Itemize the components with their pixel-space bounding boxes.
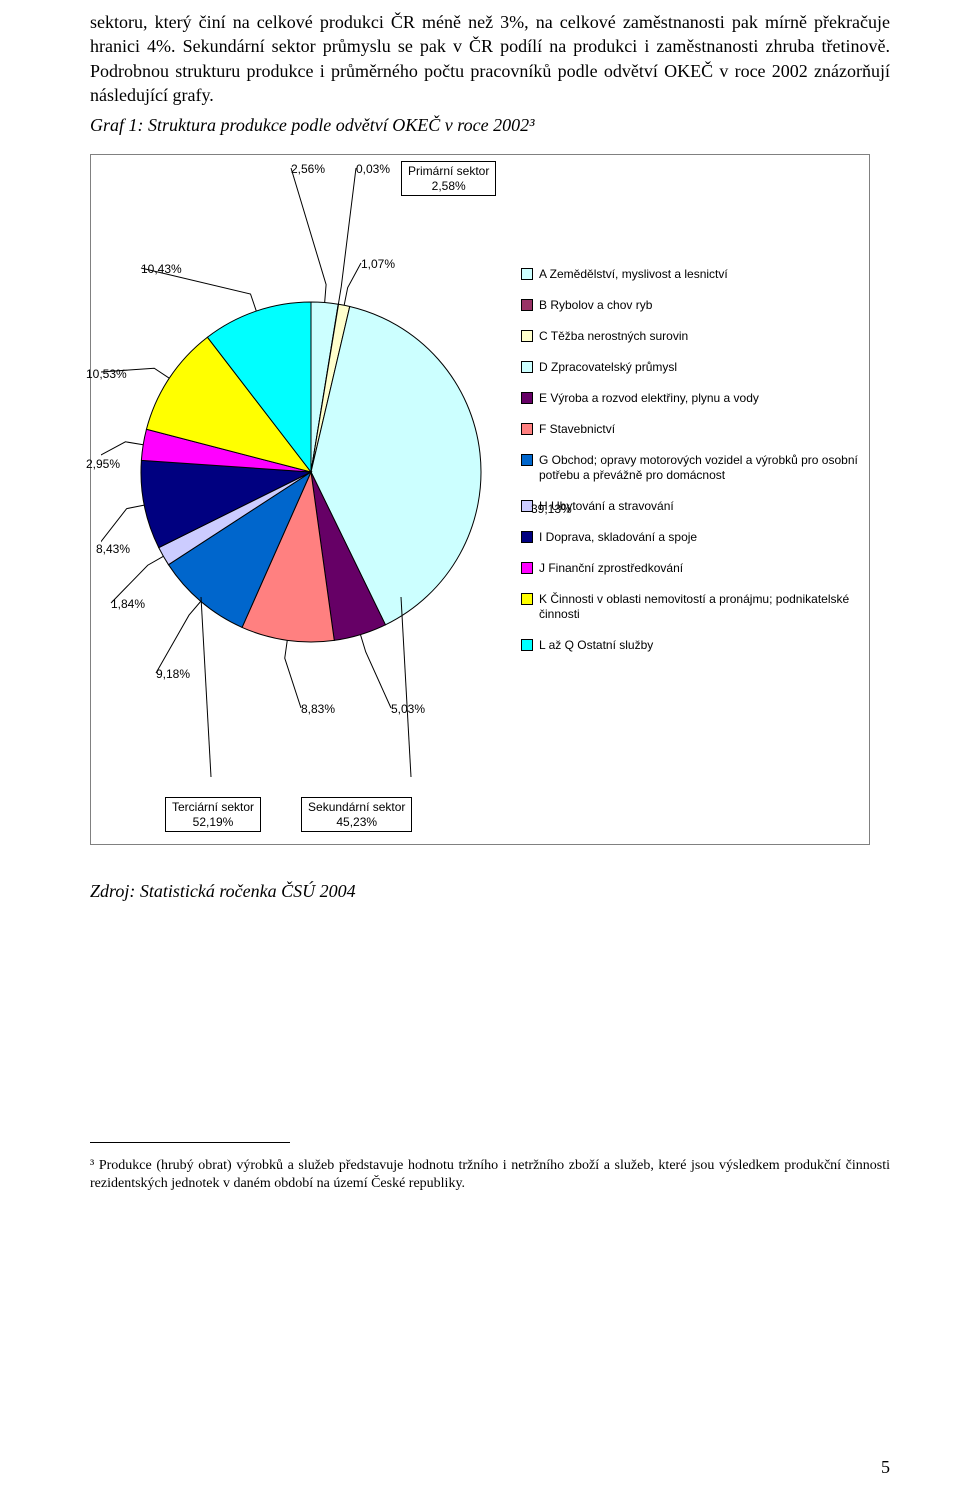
footnote-text: ³ Produkce (hrubý obrat) výrobků a služe… xyxy=(90,1157,890,1193)
legend-swatch-E xyxy=(521,392,533,404)
legend-label-D: D Zpracovatelský průmysl xyxy=(539,360,859,375)
document-page: sektoru, který činí na celkové produkci … xyxy=(0,0,960,1496)
legend-item-B: B Rybolov a chov ryb xyxy=(521,298,859,313)
legend-item-C: C Těžba nerostných surovin xyxy=(521,329,859,344)
legend-label-C: C Těžba nerostných surovin xyxy=(539,329,859,344)
callout-tertiary: Terciární sektor 52,19% xyxy=(165,797,261,832)
sector-callout-row: Terciární sektor 52,19% Sekundární sekto… xyxy=(101,797,859,832)
callout-secondary: Sekundární sektor 45,23% xyxy=(301,797,412,832)
footnote-separator xyxy=(90,1142,290,1143)
legend-swatch-J xyxy=(521,562,533,574)
legend-label-J: J Finanční zprostředkování xyxy=(539,561,859,576)
legend-label-E: E Výroba a rozvod elektřiny, plynu a vod… xyxy=(539,391,859,406)
legend-label-K: K Činnosti v oblasti nemovitostí a proná… xyxy=(539,592,859,622)
slice-label-B: 0,03% xyxy=(356,162,390,176)
legend-item-J: J Finanční zprostředkování xyxy=(521,561,859,576)
slice-label-I: 8,43% xyxy=(96,542,130,556)
legend-item-K: K Činnosti v oblasti nemovitostí a proná… xyxy=(521,592,859,622)
legend-label-G: G Obchod; opravy motorových vozidel a vý… xyxy=(539,453,859,483)
legend-swatch-I xyxy=(521,531,533,543)
legend-item-E: E Výroba a rozvod elektřiny, plynu a vod… xyxy=(521,391,859,406)
legend-swatch-L xyxy=(521,639,533,651)
legend-item-F: F Stavebnictví xyxy=(521,422,859,437)
legend-swatch-G xyxy=(521,454,533,466)
legend-swatch-A xyxy=(521,268,533,280)
page-number: 5 xyxy=(881,1457,890,1478)
legend-item-G: G Obchod; opravy motorových vozidel a vý… xyxy=(521,453,859,483)
legend-label-L: L až Q Ostatní služby xyxy=(539,638,859,653)
legend-swatch-F xyxy=(521,423,533,435)
legend-item-I: I Doprava, skladování a spoje xyxy=(521,530,859,545)
callout-tertiary-value: 52,19% xyxy=(193,815,234,829)
legend-label-A: A Zemědělství, myslivost a lesnictví xyxy=(539,267,859,282)
legend-label-F: F Stavebnictví xyxy=(539,422,859,437)
legend-swatch-B xyxy=(521,299,533,311)
legend-label-B: B Rybolov a chov ryb xyxy=(539,298,859,313)
slice-label-L: 10,43% xyxy=(141,262,182,276)
pie-chart-panel: 2,56% 0,03% 1,07% 39,13% 5,03% 8,83% 9,18% 1,84… xyxy=(90,154,870,845)
legend-label-H: H Ubytování a stravování xyxy=(539,499,859,514)
callout-secondary-value: 45,23% xyxy=(336,815,377,829)
slice-label-D: 39,13% xyxy=(531,502,572,516)
slice-label-J: 2,95% xyxy=(86,457,120,471)
slice-label-A: 2,56% xyxy=(291,162,325,176)
callout-secondary-title: Sekundární sektor xyxy=(308,800,405,814)
source-line: Zdroj: Statistická ročenka ČSÚ 2004 xyxy=(90,881,890,902)
paragraph-intro: sektoru, který činí na celkové produkci … xyxy=(90,10,890,107)
pie-chart-area: 2,56%0,03%1,07%39,13%5,03%8,83%9,18%1,84… xyxy=(101,167,521,787)
slice-label-H: 1,84% xyxy=(111,597,145,611)
slice-label-E: 5,03% xyxy=(391,702,425,716)
legend-label-I: I Doprava, skladování a spoje xyxy=(539,530,859,545)
callout-primary-value: 2,58% xyxy=(432,179,466,193)
slice-label-C: 1,07% xyxy=(361,257,395,271)
legend-swatch-K xyxy=(521,593,533,605)
legend-swatch-C xyxy=(521,330,533,342)
legend-item-A: A Zemědělství, myslivost a lesnictví xyxy=(521,267,859,282)
legend: A Zemědělství, myslivost a lesnictví B Ry… xyxy=(521,167,859,669)
slice-label-G: 9,18% xyxy=(156,667,190,681)
legend-item-D: D Zpracovatelský průmysl xyxy=(521,360,859,375)
callout-primary: Primární sektor2,58% xyxy=(401,161,496,196)
figure-caption: Graf 1: Struktura produkce podle odvětví… xyxy=(90,115,890,136)
pie-svg xyxy=(101,167,521,787)
slice-label-K: 10,53% xyxy=(86,367,127,381)
callout-primary-title: Primární sektor xyxy=(408,164,489,178)
legend-swatch-D xyxy=(521,361,533,373)
legend-item-L: L až Q Ostatní služby xyxy=(521,638,859,653)
slice-label-F: 8,83% xyxy=(301,702,335,716)
callout-tertiary-title: Terciární sektor xyxy=(172,800,254,814)
